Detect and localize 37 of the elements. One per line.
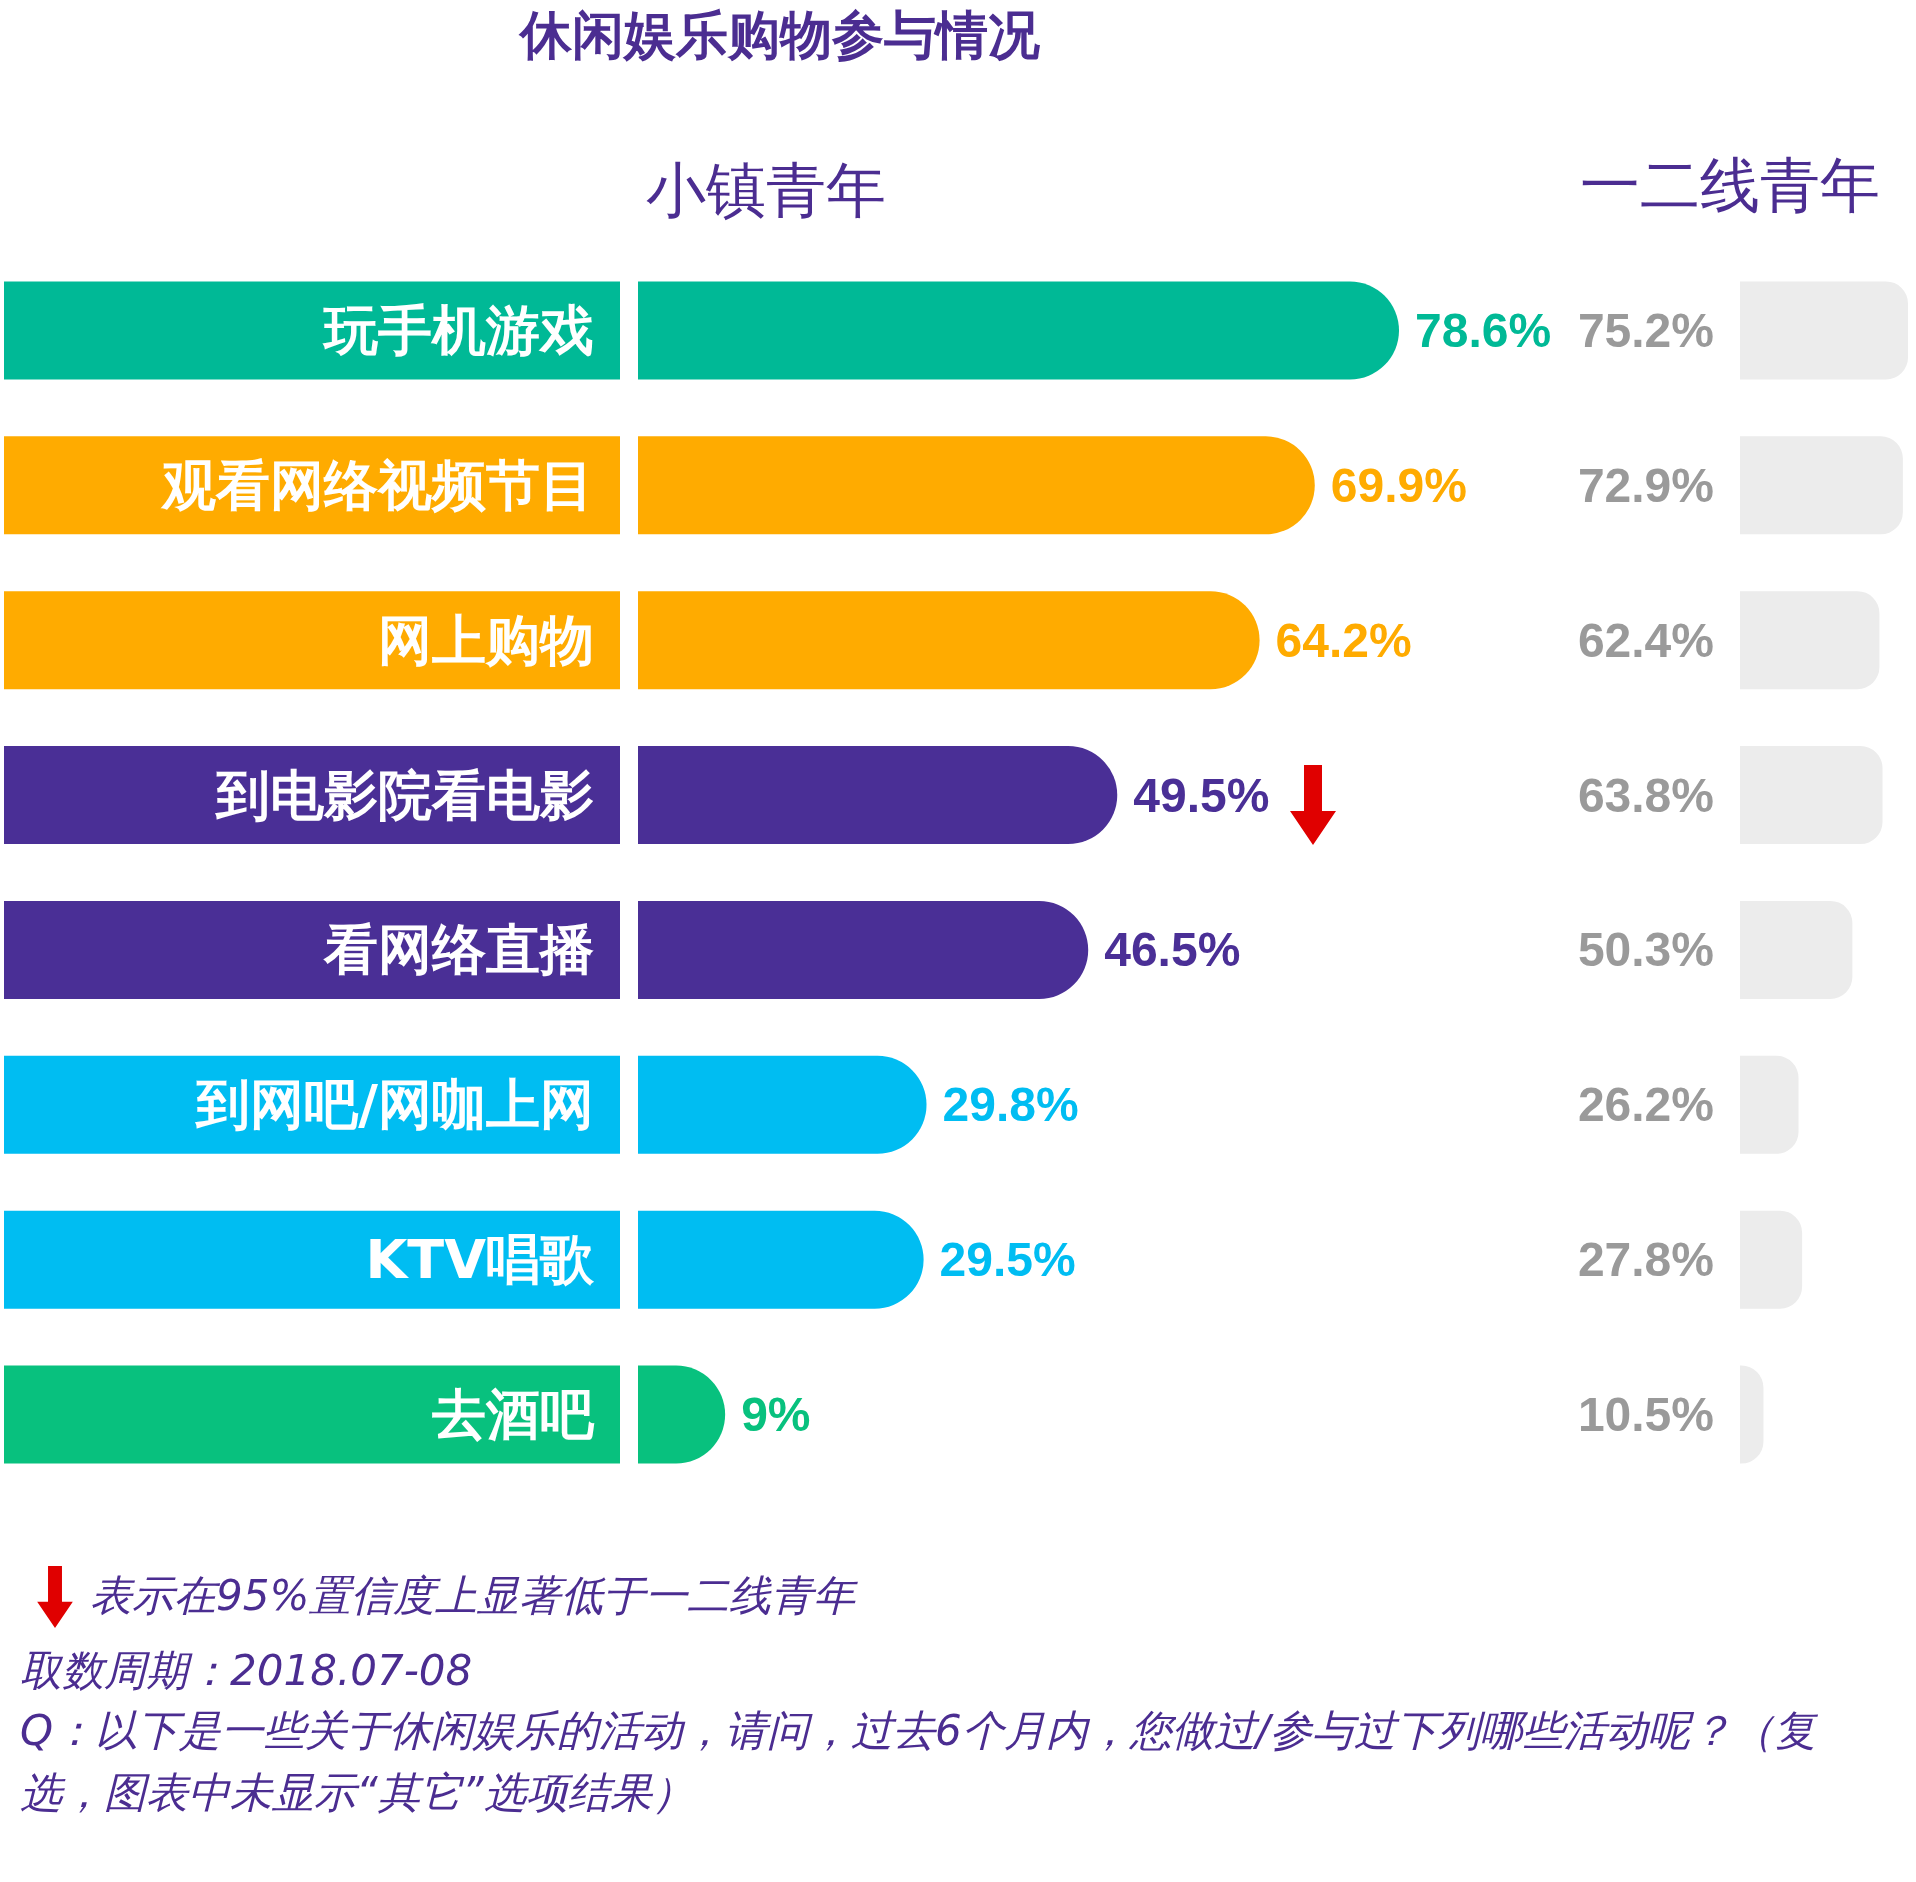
data-label: 50.3% [1577,923,1714,977]
data-label: 46.5% [1104,923,1241,977]
chart-title: 一二线青年 [1580,150,1880,220]
data-label: 29.5% [939,1233,1076,1287]
y-tick-label: 到电影院看电影 [214,763,594,827]
text: 取数周期：2018.07-08 [20,1645,474,1697]
series-label: 小镇青年 [646,155,886,225]
y-tick-label: 到网吧/网咖上网 [194,1073,594,1137]
data-label: 10.5% [1577,1388,1714,1442]
text: Q：以下是一些关于休闲娱乐的活动，请问，过去6个月内，您做过/参与过下列哪些活动呢？（复选，图表中未显示“其它”选项结果） [20,1705,1819,1819]
data-label: 29.8% [942,1078,1079,1132]
y-tick-label: 看网络直播 [323,918,594,982]
y-tick-label: 网上购物 [378,608,594,672]
bar [638,900,1089,999]
data-label: 63.8% [1577,768,1714,822]
data-label: 27.8% [1577,1233,1714,1287]
y-tick-label: 观看网络视频节目 [160,453,594,517]
chart-title: 休闲娱乐购物参与情况 [518,5,1040,65]
data-label: 62.4% [1577,613,1714,667]
data-label: 78.6% [1415,303,1552,357]
bar [638,281,1399,380]
data-label: 72.9% [1577,458,1714,512]
bar [638,1055,927,1154]
data-label: 9% [741,1388,811,1442]
data-label: 64.2% [1275,613,1412,667]
bar [638,1210,924,1309]
bar [638,746,1118,845]
y-tick-label: 玩手机游戏 [322,298,594,362]
bar [638,591,1260,690]
data-label: 69.9% [1330,458,1467,512]
bar [638,436,1315,535]
y-tick-label: 去酒吧 [431,1383,595,1447]
data-label: 75.2% [1577,303,1714,357]
data-label: 26.2% [1577,1078,1714,1132]
data-label: 49.5% [1133,768,1270,822]
text: 表示在95%置信度上显著低于一二线青年 [90,1570,859,1622]
y-tick-label: KTV唱歌 [365,1228,595,1292]
